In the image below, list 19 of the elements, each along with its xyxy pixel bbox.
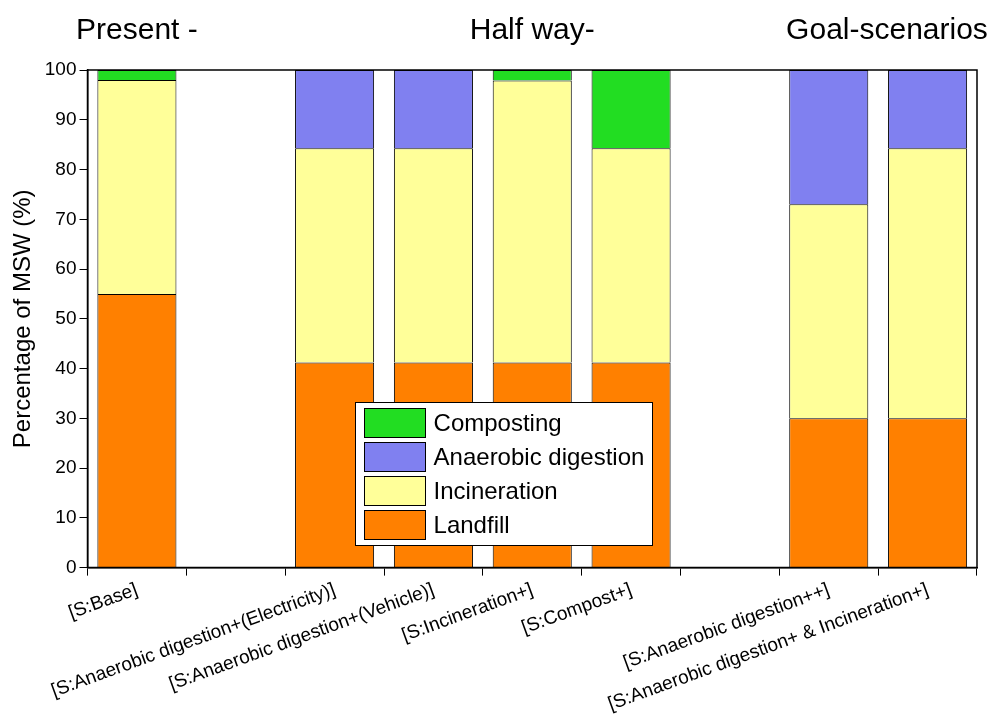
text: Present - [76,12,198,46]
legend-label: Incineration [433,476,558,505]
y-tick-label: 40 [55,356,77,378]
y-tick-label: 0 [65,555,77,577]
y-tick-label: 20 [55,456,77,478]
y-tick-label: 60 [55,257,77,279]
legend-label: Composting [433,408,562,437]
legend-label: Landfill [433,510,510,539]
y-tick-label: 10 [55,506,77,528]
text: Half way- [469,12,595,46]
y-tick-label: 100 [44,58,77,80]
y-tick-label: 90 [55,108,77,129]
text: Goal-scenarios [786,12,988,46]
y-tick-label: 70 [55,207,77,229]
legend-label: Anaerobic digestion [433,442,645,471]
y-tick-label: 80 [55,157,77,179]
y-axis-title: Percentage of MSW (%) [8,189,36,449]
y-tick-label: 30 [55,406,77,428]
y-tick-label: 50 [55,307,77,329]
